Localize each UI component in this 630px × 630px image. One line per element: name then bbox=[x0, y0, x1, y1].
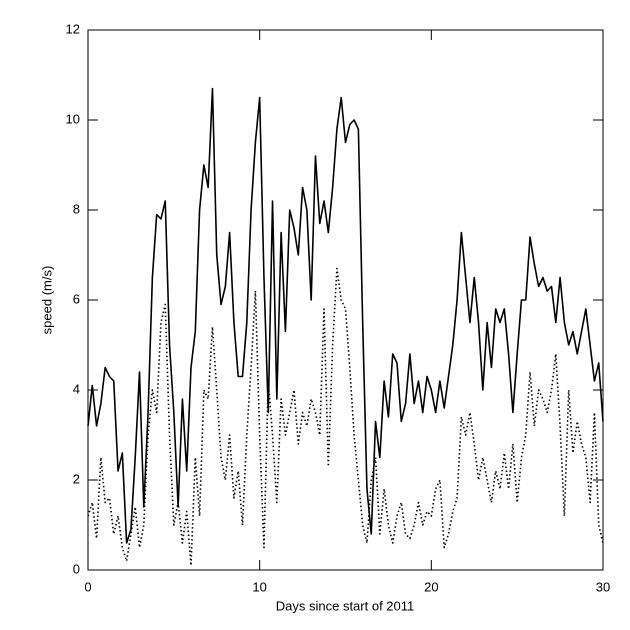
y-axis-label: speed (m/s) bbox=[39, 266, 54, 335]
y-tick-label: 10 bbox=[66, 111, 80, 126]
series-line bbox=[87, 267, 604, 567]
x-tick-label: 20 bbox=[424, 579, 438, 594]
series-line bbox=[87, 87, 604, 544]
x-tick-label: 30 bbox=[596, 579, 610, 594]
x-tick-label: 10 bbox=[252, 579, 266, 594]
x-axis-label: Days since start of 2011 bbox=[276, 598, 415, 613]
y-tick-label: 4 bbox=[73, 381, 80, 396]
y-tick-label: 12 bbox=[66, 21, 80, 36]
y-tick-label: 2 bbox=[73, 471, 80, 486]
y-tick-label: 8 bbox=[73, 201, 80, 216]
y-tick-label: 6 bbox=[73, 291, 80, 306]
x-tick-label: 0 bbox=[84, 579, 91, 594]
y-tick-label: 0 bbox=[73, 561, 80, 576]
